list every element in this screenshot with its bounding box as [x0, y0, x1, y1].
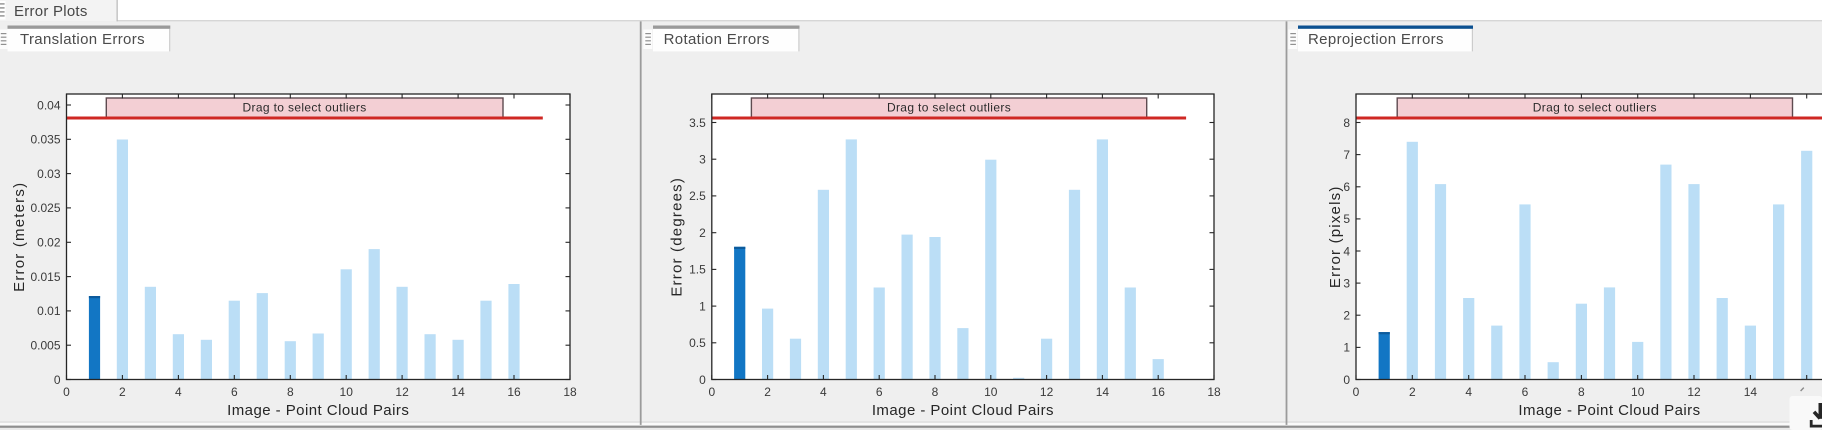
- svg-text:4: 4: [1343, 244, 1350, 258]
- svg-text:Drag to select outliers: Drag to select outliers: [243, 101, 367, 115]
- svg-text:Error (pixels): Error (pixels): [1327, 185, 1344, 288]
- svg-text:0.005: 0.005: [30, 339, 60, 353]
- svg-text:1: 1: [1343, 341, 1350, 355]
- svg-text:10: 10: [1631, 385, 1645, 399]
- svg-text:7: 7: [1343, 148, 1350, 162]
- svg-text:0.04: 0.04: [37, 98, 61, 112]
- svg-text:2: 2: [1409, 385, 1416, 399]
- svg-text:0: 0: [699, 373, 706, 387]
- svg-text:0: 0: [54, 373, 61, 387]
- svg-text:Error Plots: Error Plots: [14, 3, 88, 20]
- svg-text:0: 0: [708, 385, 715, 399]
- svg-text:1.5: 1.5: [689, 263, 706, 277]
- svg-text:16: 16: [1152, 385, 1166, 399]
- svg-text:6: 6: [876, 385, 883, 399]
- svg-text:Translation Errors: Translation Errors: [20, 31, 145, 48]
- svg-text:2: 2: [764, 385, 771, 399]
- svg-text:16: 16: [507, 385, 521, 399]
- svg-text:4: 4: [1465, 385, 1472, 399]
- svg-text:6: 6: [231, 385, 238, 399]
- svg-text:0: 0: [63, 385, 70, 399]
- svg-text:2.5: 2.5: [689, 189, 706, 203]
- svg-text:12: 12: [1687, 385, 1701, 399]
- svg-text:4: 4: [175, 385, 182, 399]
- svg-text:18: 18: [1207, 385, 1221, 399]
- svg-text:0: 0: [1353, 385, 1360, 399]
- svg-text:0.5: 0.5: [689, 336, 706, 350]
- svg-text:10: 10: [340, 385, 354, 399]
- svg-text:0.02: 0.02: [37, 236, 61, 250]
- svg-text:3: 3: [1343, 276, 1350, 290]
- svg-text:2: 2: [119, 385, 126, 399]
- svg-text:14: 14: [1744, 385, 1758, 399]
- svg-text:2: 2: [699, 226, 706, 240]
- svg-text:2: 2: [1343, 309, 1350, 323]
- svg-text:4: 4: [820, 385, 827, 399]
- svg-text:0.035: 0.035: [30, 133, 60, 147]
- svg-text:Drag to select outliers: Drag to select outliers: [887, 101, 1011, 115]
- svg-text:Image - Point Cloud Pairs: Image - Point Cloud Pairs: [872, 402, 1054, 419]
- svg-text:12: 12: [1040, 385, 1054, 399]
- svg-text:8: 8: [1343, 116, 1350, 130]
- svg-text:6: 6: [1522, 385, 1529, 399]
- svg-text:14: 14: [451, 385, 465, 399]
- svg-text:Reprojection Errors: Reprojection Errors: [1308, 31, 1444, 48]
- svg-text:3.5: 3.5: [689, 116, 706, 130]
- svg-text:12: 12: [395, 385, 409, 399]
- svg-text:1: 1: [699, 299, 706, 313]
- svg-text:18: 18: [563, 385, 577, 399]
- svg-text:0: 0: [1343, 373, 1350, 387]
- svg-text:Error (degrees): Error (degrees): [668, 177, 685, 297]
- svg-text:Image - Point Cloud Pairs: Image - Point Cloud Pairs: [1518, 402, 1700, 419]
- svg-text:10: 10: [984, 385, 998, 399]
- svg-text:Rotation Errors: Rotation Errors: [664, 31, 770, 48]
- svg-text:0.01: 0.01: [37, 304, 61, 318]
- svg-text:0.015: 0.015: [30, 270, 60, 284]
- svg-text:5: 5: [1343, 212, 1350, 226]
- svg-text:14: 14: [1096, 385, 1110, 399]
- svg-text:8: 8: [932, 385, 939, 399]
- svg-text:Drag to select outliers: Drag to select outliers: [1533, 101, 1657, 115]
- svg-text:3: 3: [699, 153, 706, 167]
- svg-text:Error (meters): Error (meters): [11, 182, 28, 292]
- svg-text:8: 8: [287, 385, 294, 399]
- svg-text:Image - Point Cloud Pairs: Image - Point Cloud Pairs: [227, 402, 409, 419]
- svg-text:6: 6: [1343, 180, 1350, 194]
- svg-text:0.03: 0.03: [37, 167, 61, 181]
- svg-text:8: 8: [1578, 385, 1585, 399]
- svg-text:0.025: 0.025: [30, 201, 60, 215]
